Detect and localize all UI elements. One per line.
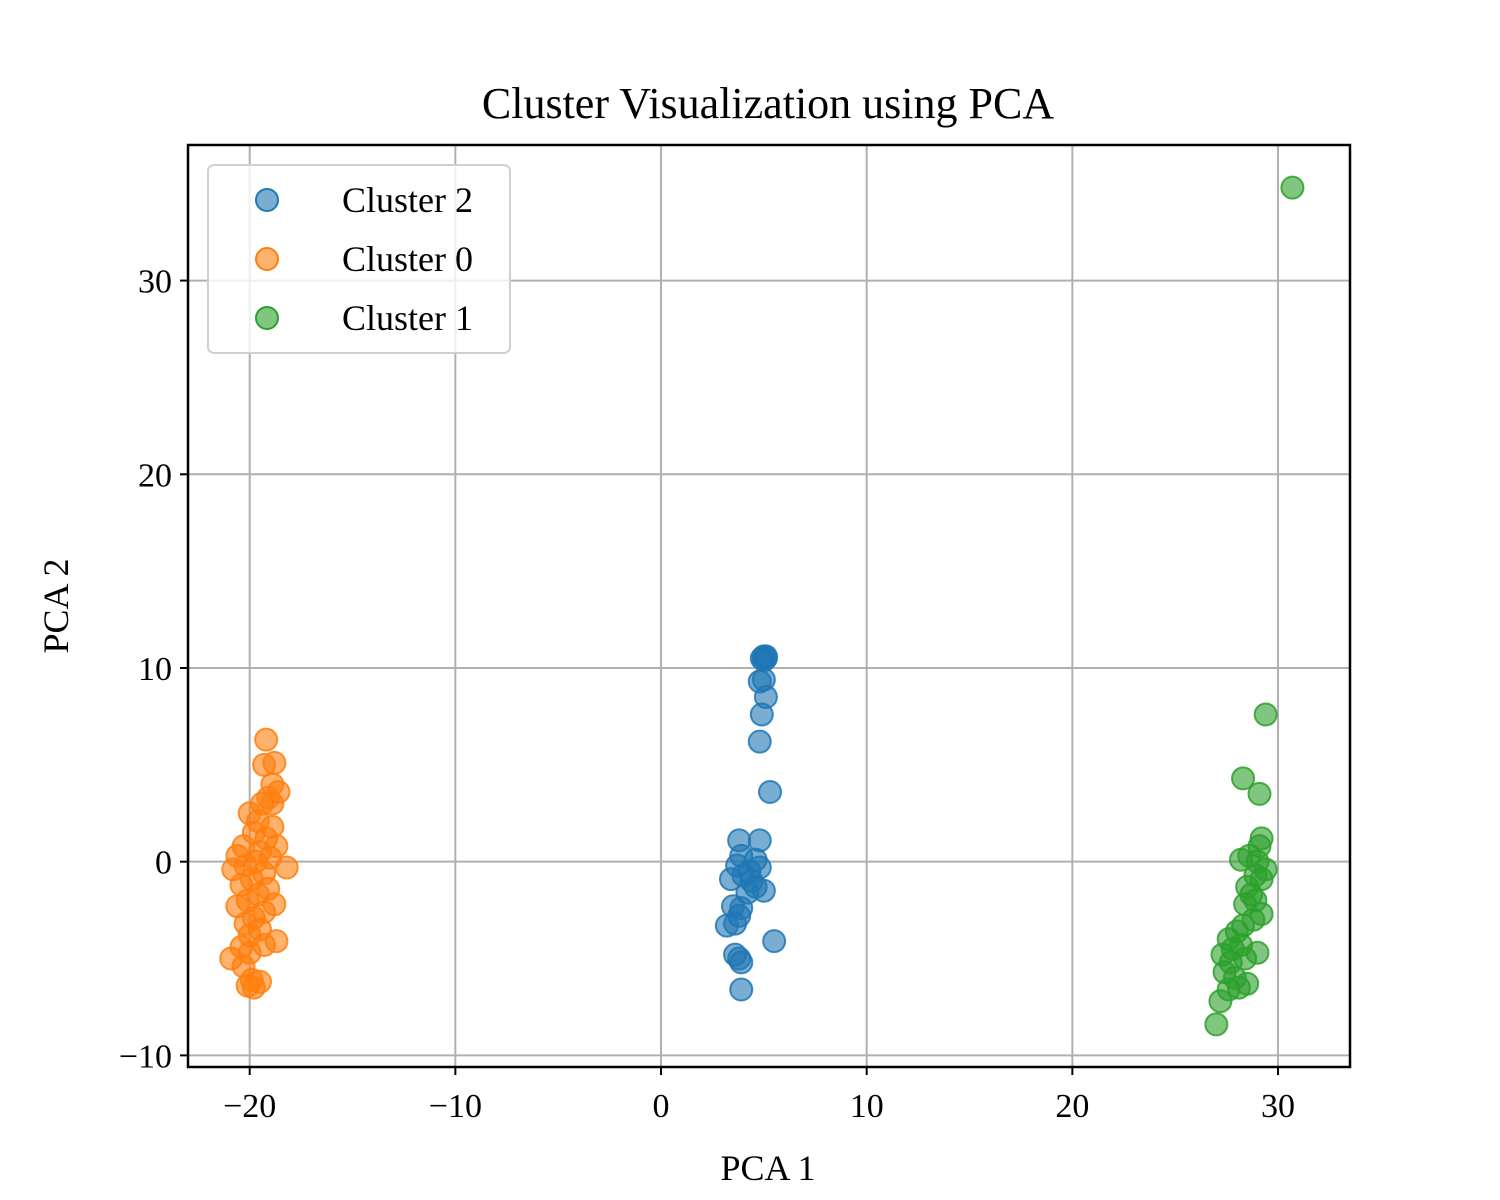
legend-box xyxy=(207,164,511,354)
y-tick-label: 30 xyxy=(138,264,172,301)
data-point xyxy=(1208,989,1233,1014)
data-point xyxy=(1247,781,1272,806)
data-point xyxy=(254,727,279,752)
x-tick-label: 30 xyxy=(1261,1088,1295,1125)
legend-marker xyxy=(255,247,279,271)
plot-frame xyxy=(186,143,1352,1069)
x-axis: −20 −10 0 10 20 30 xyxy=(223,1067,1295,1125)
y-axis: −10 0 10 20 30 xyxy=(119,264,188,1075)
y-tick-label: 20 xyxy=(138,457,172,494)
y-axis-label: PCA 2 xyxy=(36,558,76,653)
data-point xyxy=(723,911,748,936)
data-point xyxy=(1231,766,1256,791)
legend-label: Cluster 0 xyxy=(342,239,473,279)
series-cluster-0 xyxy=(219,727,299,1000)
x-tick-label: 10 xyxy=(850,1088,884,1125)
data-point xyxy=(274,855,299,880)
legend-label: Cluster 2 xyxy=(342,180,473,220)
x-tick-label: 20 xyxy=(1055,1088,1089,1125)
series-cluster-2 xyxy=(714,644,787,1002)
y-tick-label: 0 xyxy=(155,845,172,882)
legend-marker xyxy=(255,188,279,212)
legend: Cluster 2 Cluster 0 Cluster 1 xyxy=(207,164,511,354)
series-cluster-1 xyxy=(1204,175,1305,1037)
data-point xyxy=(747,828,772,853)
data-point xyxy=(729,977,754,1002)
data-point xyxy=(749,702,774,727)
x-tick-label: 0 xyxy=(653,1088,670,1125)
x-tick-label: −10 xyxy=(429,1088,482,1125)
data-point xyxy=(747,729,772,754)
x-tick-label: −20 xyxy=(223,1088,276,1125)
data-point xyxy=(1204,1012,1229,1037)
x-axis-label: PCA 1 xyxy=(720,1148,815,1188)
data-point xyxy=(1253,702,1278,727)
data-point xyxy=(762,929,787,954)
data-point xyxy=(241,975,266,1000)
data-point xyxy=(758,779,783,804)
data-point xyxy=(727,946,752,971)
data-point xyxy=(753,644,778,669)
legend-marker xyxy=(255,306,279,330)
y-tick-label: 10 xyxy=(138,651,172,688)
legend-label: Cluster 1 xyxy=(342,298,473,338)
y-tick-label: −10 xyxy=(119,1038,172,1075)
chart-title: Cluster Visualization using PCA xyxy=(482,79,1054,128)
data-points xyxy=(219,175,1305,1037)
data-point xyxy=(1280,175,1305,200)
